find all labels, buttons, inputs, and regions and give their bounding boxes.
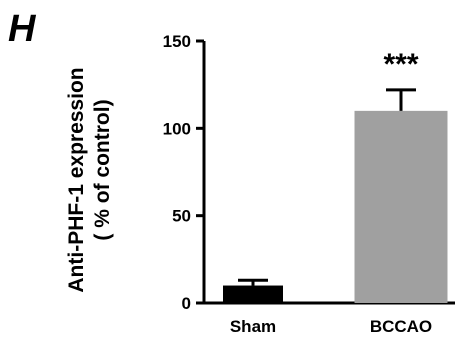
x-tick-label: Sham — [230, 317, 276, 336]
y-ticks: 0 50 100 150 — [163, 32, 204, 313]
y-axis-label-line-2: ( % of control) — [91, 99, 114, 240]
annotations: *** — [383, 48, 418, 81]
bar-bccao — [354, 110, 448, 303]
y-axis-label-line-1: Anti-PHF-1 expression — [65, 67, 88, 292]
y-axis-label: Anti-PHF-1 expression ( % of control) — [65, 67, 114, 292]
bar-sham — [223, 285, 283, 303]
y-tick-label: 0 — [182, 294, 191, 313]
y-tick-label: 150 — [163, 32, 191, 51]
y-tick-label: 100 — [163, 119, 191, 138]
x-tick-labels: Sham BCCAO — [230, 317, 432, 336]
y-tick-label: 50 — [172, 207, 191, 226]
x-tick-label: BCCAO — [370, 317, 432, 336]
significance-annotation: *** — [383, 48, 418, 81]
bars — [223, 88, 448, 303]
panel-letter: H — [8, 8, 37, 50]
